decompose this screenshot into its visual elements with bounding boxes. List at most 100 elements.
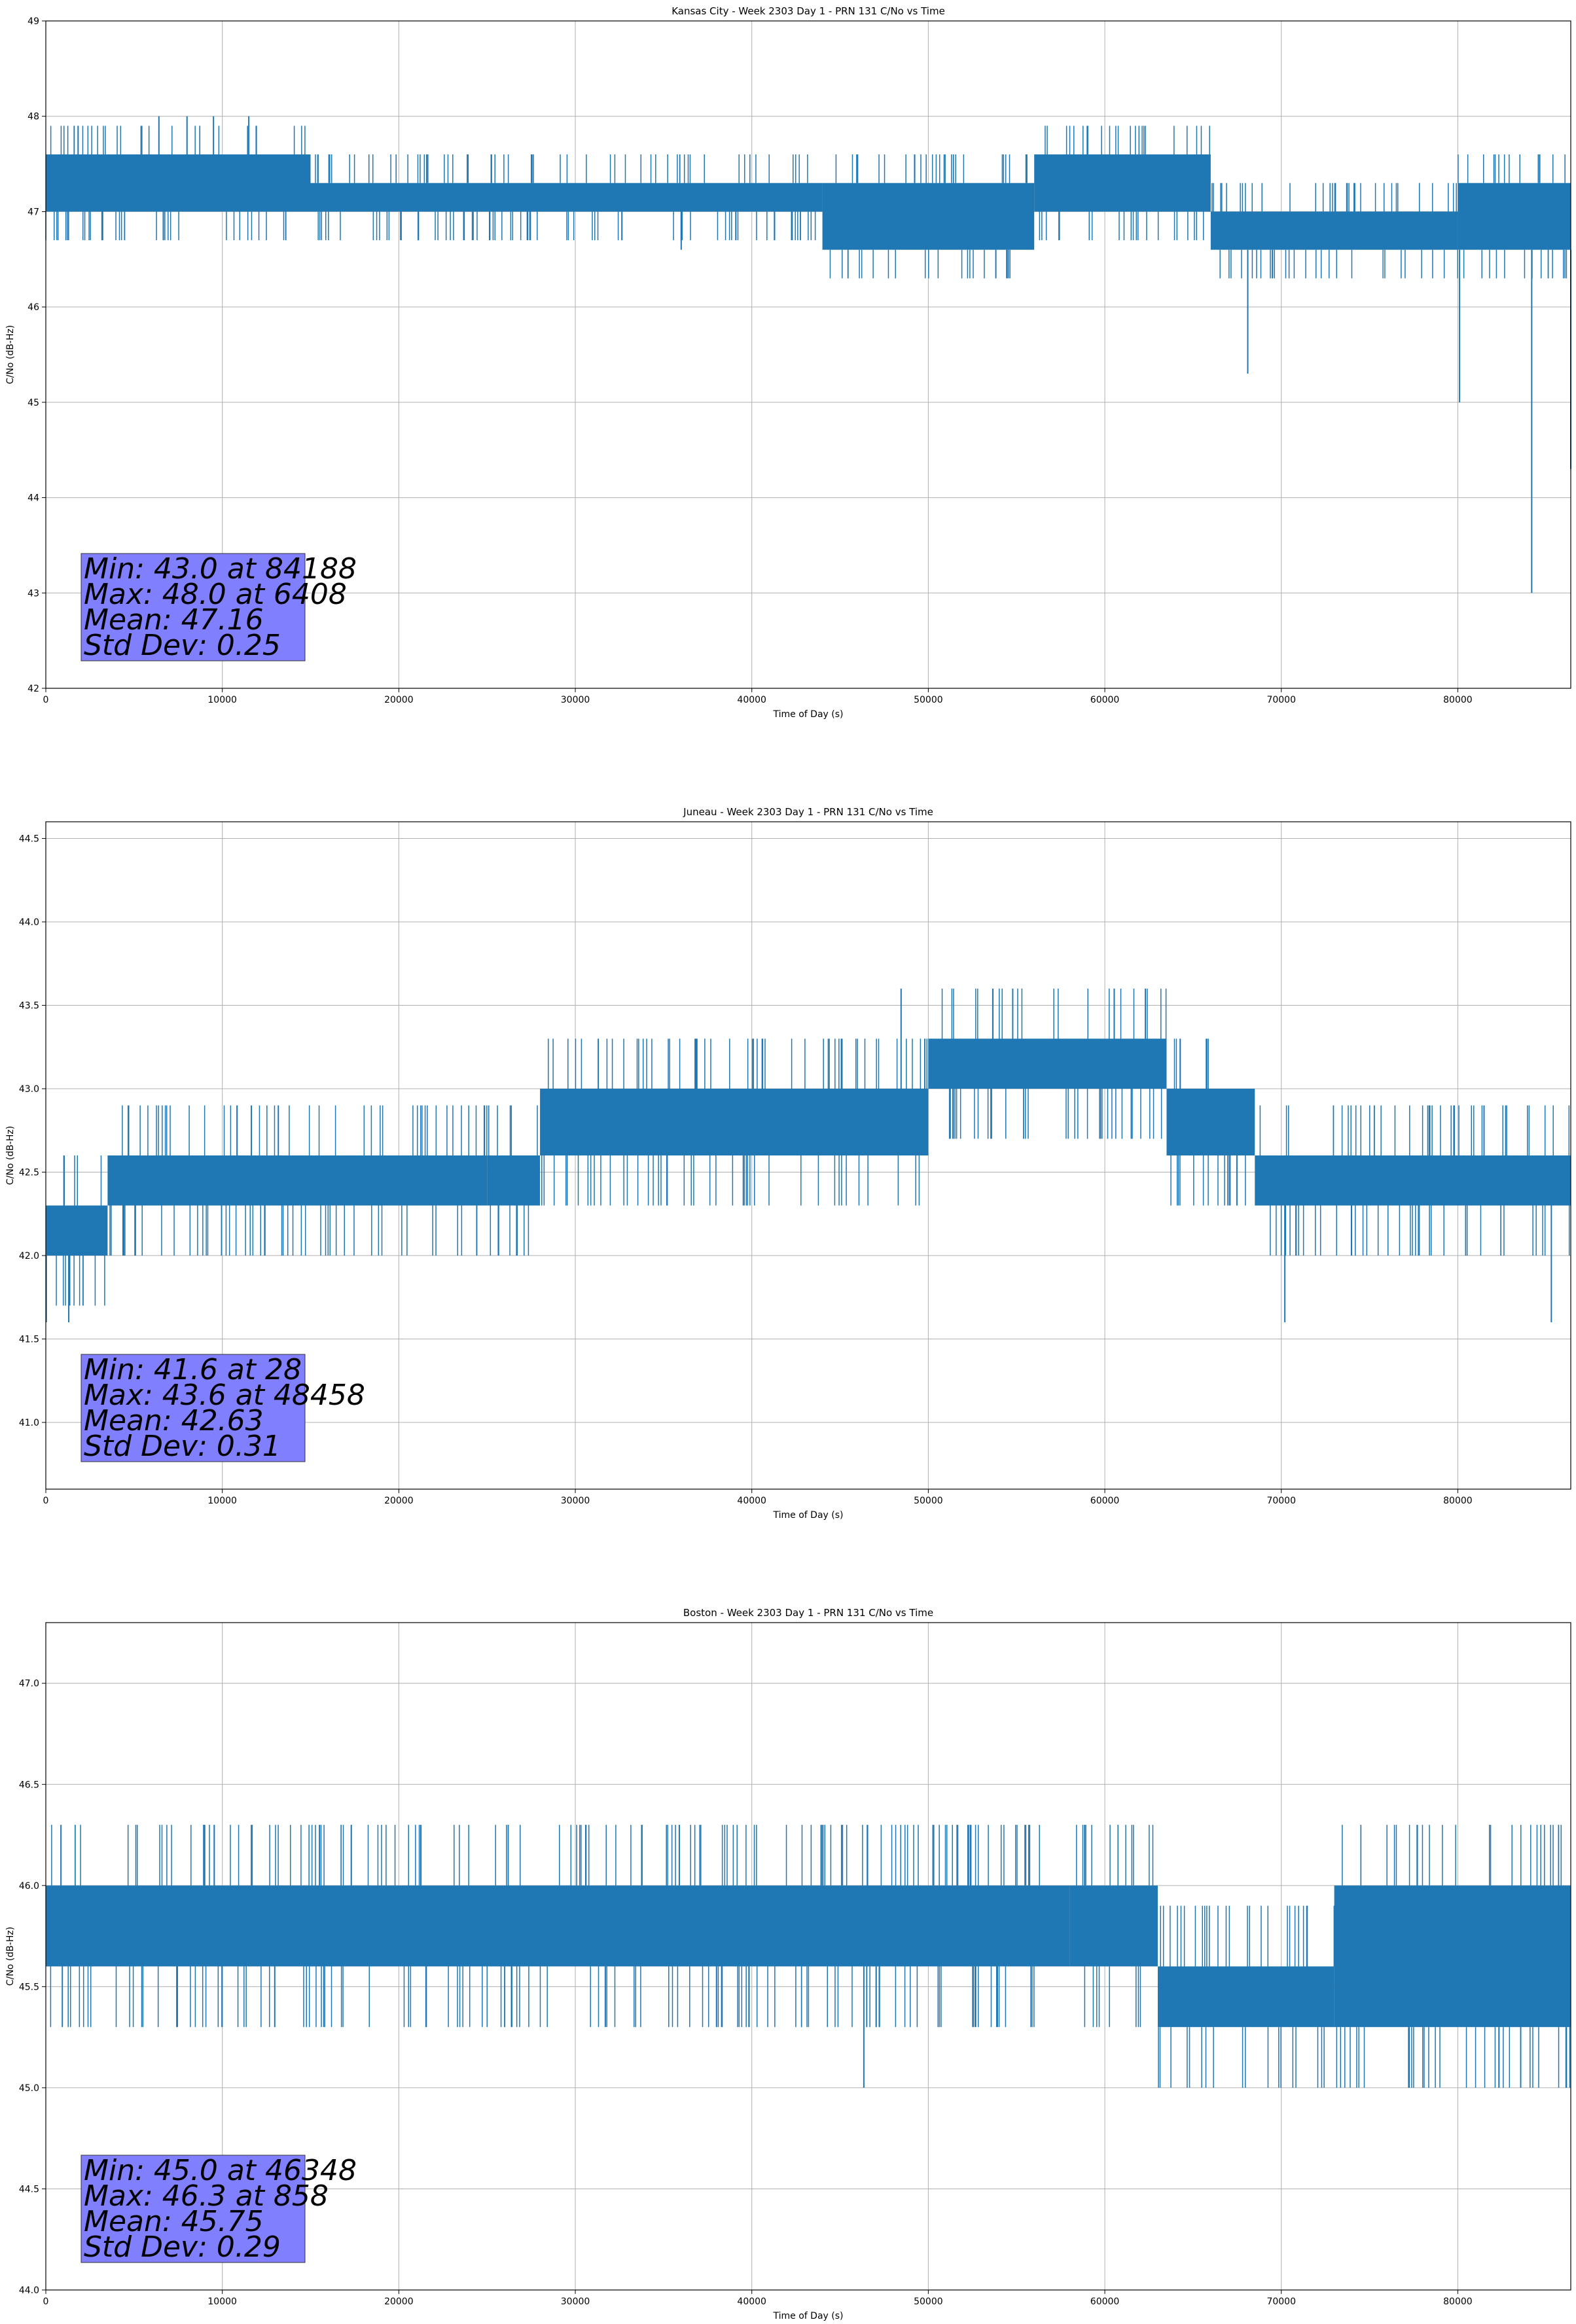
series-segment (1334, 1885, 1571, 2028)
y-tick-label: 44.5 (19, 834, 39, 845)
stats-line: Std Dev: 0.31 (84, 1430, 281, 1463)
x-tick-label: 10000 (207, 695, 237, 705)
chart-panel-0: 0 10000 20000 30000 40000 50000 60000 70000 8000… (5, 5, 1571, 720)
x-tick-label: 50000 (914, 695, 943, 705)
y-tick-label: 44.0 (19, 917, 39, 928)
x-tick-label: 60000 (1090, 2297, 1120, 2307)
y-tick-label: 44.5 (19, 2184, 39, 2194)
x-tick-label: 60000 (1090, 695, 1120, 705)
x-tick-label: 80000 (1443, 695, 1473, 705)
stats-line: Mean: 45.75 (84, 2205, 264, 2238)
stats-line: Min: 45.0 at 46348 (84, 2154, 357, 2187)
series-segment (1069, 1885, 1158, 1967)
y-tick-label: 43.0 (19, 1084, 39, 1095)
x-axis-label: Time of Day (s) (773, 2311, 844, 2321)
y-tick-label: 48 (27, 112, 39, 122)
x-tick-label: 40000 (737, 695, 766, 705)
y-tick-label: 41.5 (19, 1335, 39, 1345)
series-segment (1166, 1089, 1255, 1155)
x-tick-label: 40000 (737, 1496, 766, 1506)
axes-frame (45, 20, 1571, 689)
series-line (45, 989, 1571, 1322)
x-tick-label: 40000 (737, 2297, 766, 2307)
x-tick-label: 20000 (384, 695, 414, 705)
series-line (45, 116, 1571, 593)
series-segment (1157, 1966, 1334, 2028)
series-segment (328, 1885, 1070, 1967)
x-axis-label: Time of Day (s) (773, 1510, 844, 1521)
x-tick-label: 80000 (1443, 1496, 1473, 1506)
x-tick-label: 30000 (561, 695, 590, 705)
chart-panel-1: 0 10000 20000 30000 40000 50000 60000 70000 8000… (5, 806, 1571, 1521)
stats-line: Max: 46.3 at 858 (84, 2179, 329, 2213)
x-tick-label: 70000 (1266, 2297, 1296, 2307)
x-tick-label: 10000 (207, 1496, 237, 1506)
y-tick-label: 43 (27, 588, 39, 599)
y-axis-label: C/No (dB-Hz) (5, 1927, 16, 1986)
chart-panel-2: 0 10000 20000 30000 40000 50000 60000 70000 8000… (5, 1607, 1571, 2321)
stats-line: Max: 43.6 at 48458 (84, 1379, 365, 1412)
y-tick-label: 41.0 (19, 1418, 39, 1428)
series-segment (822, 183, 1035, 250)
stats-line: Std Dev: 0.29 (84, 2230, 281, 2264)
stats-line: Min: 41.6 at 28 (84, 1353, 302, 1386)
x-tick-label: 30000 (561, 2297, 590, 2307)
y-axis-label: C/No (dB-Hz) (5, 325, 16, 384)
stats-line: Max: 48.0 at 6408 (84, 578, 347, 611)
series-segment (1255, 1155, 1571, 1206)
series-segment (46, 1885, 329, 1967)
stats-line: Min: 43.0 at 84188 (84, 552, 357, 586)
x-axis-label: Time of Day (s) (773, 709, 844, 720)
stats-line: Mean: 42.63 (84, 1404, 264, 1437)
y-tick-label: 44.0 (19, 2285, 39, 2296)
y-tick-label: 46.0 (19, 1881, 39, 1892)
axes-frame (45, 1622, 1571, 2291)
chart-title: Juneau - Week 2303 Day 1 - PRN 131 C/No … (683, 806, 933, 818)
stats-box (81, 1354, 306, 1462)
series-segment (928, 1038, 1167, 1089)
series-segment (46, 1205, 108, 1256)
y-tick-label: 43.5 (19, 1001, 39, 1012)
x-tick-label: 20000 (384, 1496, 414, 1506)
series-segment (1034, 154, 1211, 212)
y-tick-label: 42.5 (19, 1168, 39, 1178)
stats-line: Std Dev: 0.25 (84, 629, 281, 662)
x-tick-label: 70000 (1266, 1496, 1296, 1506)
x-tick-label: 50000 (914, 2297, 943, 2307)
series-segment (107, 1155, 488, 1206)
stats-box (81, 553, 306, 661)
y-tick-label: 46 (27, 302, 39, 313)
x-tick-label: 30000 (561, 1496, 590, 1506)
series-segment (310, 183, 823, 212)
x-tick-label: 70000 (1266, 695, 1296, 705)
series-segment (540, 1089, 929, 1155)
series-segment (46, 154, 311, 212)
x-tick-label: 50000 (914, 1496, 943, 1506)
stats-box (81, 2155, 306, 2263)
y-tick-label: 49 (27, 16, 39, 27)
x-tick-label: 0 (43, 1496, 49, 1506)
axes-frame (45, 821, 1571, 1490)
chart-title: Kansas City - Week 2303 Day 1 - PRN 131 … (672, 5, 945, 17)
y-tick-label: 47 (27, 207, 39, 217)
y-tick-label: 45 (27, 398, 39, 408)
series-line (46, 1825, 1571, 2088)
y-tick-label: 42.0 (19, 1251, 39, 1261)
y-tick-label: 45.5 (19, 1982, 39, 1992)
y-tick-label: 47.0 (19, 1679, 39, 1689)
x-tick-label: 0 (43, 695, 49, 705)
x-tick-label: 0 (43, 2297, 49, 2307)
y-tick-label: 46.5 (19, 1780, 39, 1790)
series-segment (1210, 211, 1458, 250)
stats-line: Mean: 47.16 (84, 603, 264, 637)
y-tick-label: 44 (27, 493, 39, 504)
x-tick-label: 10000 (207, 2297, 237, 2307)
x-tick-label: 20000 (384, 2297, 414, 2307)
x-tick-label: 80000 (1443, 2297, 1473, 2307)
series-segment (487, 1155, 541, 1206)
y-tick-label: 42 (27, 684, 39, 694)
chart-title: Boston - Week 2303 Day 1 - PRN 131 C/No … (683, 1607, 933, 1619)
x-tick-label: 60000 (1090, 1496, 1120, 1506)
series-segment (1458, 183, 1571, 250)
